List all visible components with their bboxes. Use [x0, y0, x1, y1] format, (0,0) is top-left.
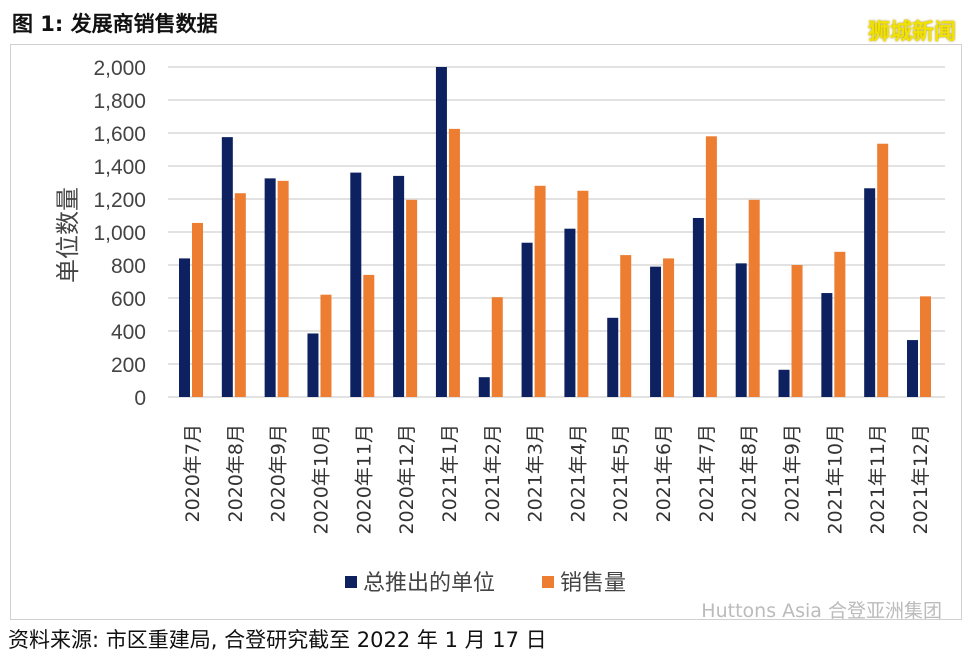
x-tick-label: 2020年9月: [268, 424, 290, 522]
bar-sold: [491, 297, 503, 397]
y-tick-label: 800: [111, 255, 146, 278]
y-tick-label: 600: [111, 288, 146, 311]
x-tick-label: 2021年10月: [824, 424, 846, 535]
bar-launched: [264, 178, 276, 397]
bar-sold: [363, 274, 375, 397]
y-tick-label: 1,800: [93, 90, 146, 113]
bar-sold: [920, 296, 931, 397]
y-tick-label: 0: [134, 387, 146, 410]
bar-launched: [907, 340, 918, 397]
legend-label: 销售量: [560, 571, 626, 596]
bar-sold: [663, 258, 675, 397]
bar-launched: [350, 172, 362, 397]
bar-launched: [307, 333, 319, 397]
bar-sold: [705, 136, 717, 398]
bar-sold: [577, 190, 589, 397]
bar-sold: [234, 193, 246, 397]
bar-sold: [277, 180, 289, 397]
bar-sold: [320, 294, 332, 397]
bar-launched: [692, 217, 704, 397]
bar-launched: [478, 377, 490, 397]
x-tick-label: 2020年12月: [396, 424, 418, 535]
y-tick-label: 1,600: [93, 123, 146, 146]
bar-launched: [564, 228, 576, 397]
bar-sold: [620, 255, 632, 397]
bar-launched: [607, 317, 619, 397]
x-tick-label: 2021年8月: [739, 424, 761, 522]
bar-launched: [179, 258, 190, 397]
legend-label: 总推出的单位: [363, 571, 495, 596]
x-tick-label: 2021年12月: [910, 424, 932, 535]
y-tick-label: 1,000: [93, 222, 146, 245]
x-tick-label: 2021年3月: [525, 424, 547, 522]
y-tick-label: 400: [111, 321, 146, 344]
brand-label: Huttons Asia 合登亚洲集团: [701, 600, 942, 622]
x-tick-label: 2020年7月: [182, 424, 204, 522]
x-tick-label: 2020年11月: [353, 424, 375, 535]
x-tick-label: 2021年7月: [696, 424, 718, 522]
x-tick-label: 2021年9月: [782, 424, 804, 522]
bar-sold: [791, 265, 803, 397]
x-tick-label: 2021年4月: [567, 424, 589, 522]
bar-sold: [192, 222, 203, 397]
bar-launched: [521, 242, 533, 397]
chart-frame: [10, 44, 962, 620]
bar-sold: [748, 199, 760, 397]
bar-sold: [534, 185, 546, 397]
x-tick-label: 2021年2月: [482, 424, 504, 522]
source-note: 资料来源: 市区重建局, 合登研究截至 2022 年 1 月 17 日: [8, 628, 547, 652]
x-tick-label: 2020年8月: [225, 424, 247, 522]
y-tick-label: 1,200: [93, 189, 146, 212]
bar-sold: [406, 199, 418, 397]
y-tick-label: 2,000: [93, 57, 146, 80]
watermark: 狮城新闻: [867, 20, 956, 45]
bar-launched: [393, 175, 405, 397]
bar-launched: [864, 188, 876, 397]
x-tick-label: 2020年10月: [310, 424, 332, 535]
bar-sold: [834, 251, 846, 397]
y-tick-label: 200: [111, 354, 146, 377]
bar-launched: [735, 263, 747, 397]
bar-sold: [448, 128, 460, 397]
y-axis-title: 单位数量: [54, 187, 82, 283]
x-tick-label: 2021年1月: [439, 424, 461, 522]
x-tick-label: 2021年5月: [610, 424, 632, 522]
bar-launched: [435, 67, 447, 397]
bar-launched: [221, 137, 233, 397]
x-tick-label: 2021年6月: [653, 424, 675, 522]
bar-launched: [778, 369, 790, 397]
y-tick-label: 1,400: [93, 156, 146, 179]
bar-launched: [650, 266, 662, 397]
legend-swatch: [345, 576, 357, 588]
chart-title: 图 1: 发展商销售数据: [12, 12, 218, 36]
bar-sold: [877, 143, 889, 397]
legend-swatch: [542, 576, 554, 588]
x-tick-label: 2021年11月: [867, 424, 889, 535]
bar-launched: [821, 293, 833, 397]
